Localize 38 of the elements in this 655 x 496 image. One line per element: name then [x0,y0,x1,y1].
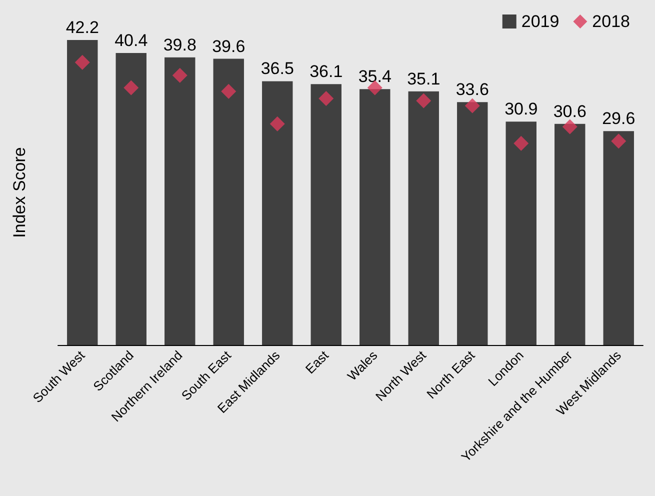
bar [310,84,342,345]
bar [408,91,439,345]
point [514,136,529,151]
point [270,116,285,132]
point [124,80,139,96]
point [611,134,626,149]
point [221,84,236,99]
bar [554,124,586,345]
data-label: 35.4 [358,67,392,86]
bar [67,40,98,345]
data-label: 36.5 [260,59,294,78]
data-label: 29.6 [602,109,636,128]
point [464,98,480,114]
data-label: 30.9 [504,100,538,119]
point [318,91,334,106]
legend-label: 2019 [521,12,560,31]
point [74,54,90,70]
bar [213,58,244,345]
bar [360,89,390,345]
data-label: 42.2 [66,18,99,37]
data-label: 39.8 [163,35,196,54]
data-label: 36.1 [310,62,343,82]
point [172,68,188,83]
bar [116,53,146,345]
bar [603,131,634,345]
data-label: 35.1 [407,69,440,88]
data-label: 30.6 [553,102,586,121]
data-label: 39.6 [212,36,246,56]
data-label: 33.6 [456,80,489,100]
bar [262,81,293,345]
y-axis-title: Index Score [10,147,29,238]
legend-label: 2018 [592,12,630,31]
bar [506,122,536,345]
bar [457,102,488,345]
bar [164,57,196,345]
data-label: 40.4 [114,31,148,50]
point [562,119,578,134]
point [416,93,432,108]
